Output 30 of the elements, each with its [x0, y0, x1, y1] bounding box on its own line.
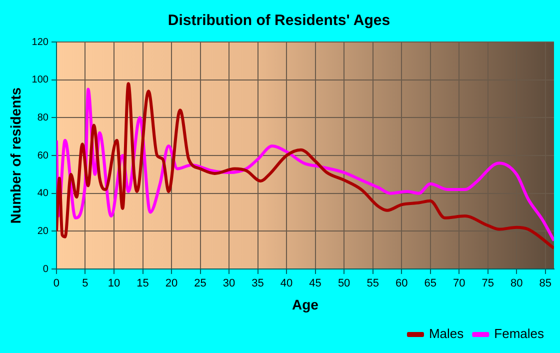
x-tick-label: 35: [252, 278, 264, 290]
x-tick-label: 20: [165, 278, 178, 290]
y-axis-title: Number of residents: [7, 87, 24, 224]
y-tick-label: 60: [37, 150, 49, 162]
y-tick-label: 120: [32, 36, 49, 48]
x-axis-title: Age: [292, 296, 319, 312]
x-tick-label: 55: [366, 278, 379, 290]
x-tick-label: 60: [395, 278, 408, 290]
y-tick-label: 20: [37, 226, 49, 237]
x-tick-label: 40: [280, 278, 293, 290]
x-tick-label: 50: [338, 278, 350, 290]
x-tick-label: 0: [53, 278, 60, 290]
x-tick-label: 45: [309, 278, 322, 290]
x-tick-label: 65: [424, 278, 436, 290]
x-tick-label: 70: [452, 278, 466, 290]
y-tick-label: 40: [37, 188, 49, 200]
x-tick-label: 85: [539, 278, 552, 290]
legend-label: Females: [494, 326, 544, 342]
chart-title: Distribution of Residents' Ages: [168, 12, 390, 30]
x-tick-label: 5: [82, 278, 88, 290]
x-tick-label: 15: [136, 278, 149, 290]
legend-label: Males: [428, 326, 464, 342]
x-tick-label: 25: [194, 278, 206, 290]
y-tick-label: 0: [42, 264, 49, 275]
y-tick-label: 100: [32, 74, 49, 86]
x-tick-label: 80: [510, 278, 523, 290]
x-tick-label: 10: [108, 278, 120, 290]
x-tick-label: 30: [222, 278, 236, 290]
y-tick-label: 80: [37, 112, 49, 124]
x-tick-label: 75: [482, 278, 494, 290]
